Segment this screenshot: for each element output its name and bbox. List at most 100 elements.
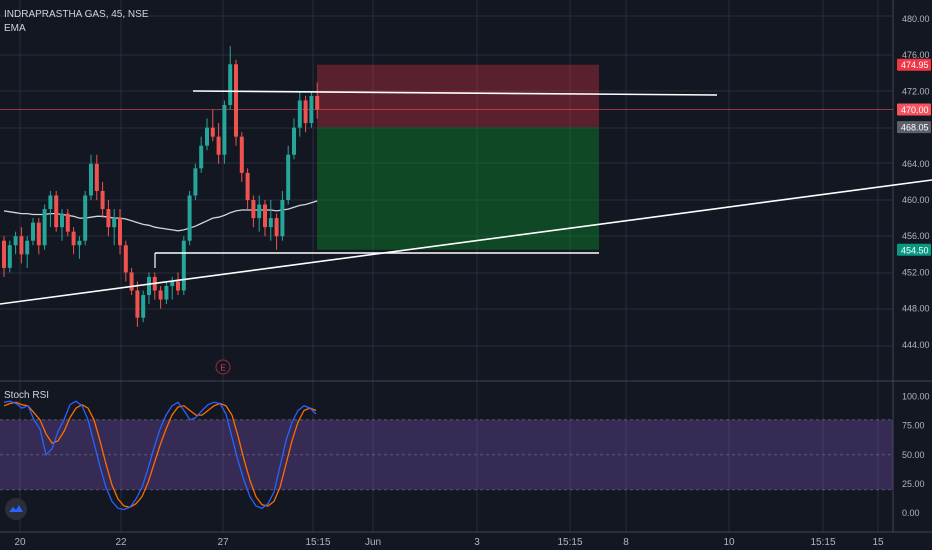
stoch-rsi-d-line bbox=[3, 401, 317, 508]
price-axis-label: 460.00 bbox=[902, 195, 930, 205]
time-axis-label: 3 bbox=[474, 537, 480, 548]
time-axis-label: 22 bbox=[115, 537, 127, 548]
candle-body bbox=[123, 245, 128, 273]
symbol-title[interactable]: INDRAPRASTHA GAS, 45, NSE bbox=[4, 9, 149, 20]
price-axis-label: 464.00 bbox=[902, 159, 930, 169]
candle-body bbox=[257, 204, 262, 219]
candle-body bbox=[164, 285, 169, 300]
rising-trendline bbox=[0, 179, 932, 305]
time-axis-label: 20 bbox=[14, 537, 26, 548]
price-tag: 454.50 bbox=[897, 243, 931, 256]
stoch-axis-label: 50.00 bbox=[902, 450, 925, 460]
price-axis-label: 472.00 bbox=[902, 86, 930, 96]
resistance-line bbox=[192, 90, 718, 96]
stoch-axis-label: 25.00 bbox=[902, 479, 925, 489]
candle-body bbox=[7, 245, 12, 268]
candle-body bbox=[48, 195, 53, 210]
price-tag: 470.00 bbox=[897, 103, 931, 116]
candle-body bbox=[268, 218, 273, 228]
ema-indicator-label[interactable]: EMA bbox=[4, 23, 26, 34]
stoch-axis-label: 100.00 bbox=[902, 392, 930, 402]
price-axis-label: 452.00 bbox=[902, 267, 930, 277]
candle-body bbox=[286, 154, 291, 200]
price-tag: 468.05 bbox=[897, 121, 931, 134]
candle-body bbox=[187, 195, 192, 241]
candle-body bbox=[106, 209, 111, 228]
price-axis-label: 480.00 bbox=[902, 14, 930, 24]
candle-body bbox=[118, 218, 122, 246]
stop-loss-zone bbox=[317, 64, 599, 128]
candle-body bbox=[54, 195, 59, 228]
candle-body bbox=[193, 168, 198, 196]
price-axis-label: 444.00 bbox=[902, 340, 930, 350]
candle-body bbox=[251, 200, 256, 219]
candle-body bbox=[303, 100, 308, 124]
candle-body bbox=[65, 213, 70, 232]
earnings-marker: E bbox=[215, 359, 231, 375]
candle-body bbox=[216, 136, 221, 155]
candle-body bbox=[135, 290, 140, 318]
time-axis-label: 27 bbox=[217, 537, 229, 548]
stoch-rsi-label[interactable]: Stoch RSI bbox=[4, 390, 50, 401]
candle-body bbox=[309, 95, 314, 124]
candle-body bbox=[25, 240, 30, 255]
candle-body bbox=[89, 163, 93, 196]
candle-body bbox=[315, 95, 320, 110]
price-tag: 474.95 bbox=[897, 58, 931, 71]
time-axis-label: 8 bbox=[623, 537, 629, 548]
candle-body bbox=[94, 163, 99, 191]
candle-body bbox=[141, 295, 146, 318]
time-axis-label: 10 bbox=[723, 537, 735, 548]
candle-body bbox=[280, 200, 285, 237]
price-tag-text: 474.95 bbox=[901, 60, 929, 70]
candle-body bbox=[199, 145, 204, 169]
stoch-axis-label: 0.00 bbox=[902, 508, 920, 518]
price-tag-text: 470.00 bbox=[901, 105, 929, 115]
time-axis-label: 15 bbox=[872, 537, 884, 548]
price-tag-bg bbox=[897, 58, 931, 71]
price-axis-label: 476.00 bbox=[902, 50, 930, 60]
candle-body bbox=[19, 236, 24, 255]
price-axis-label: 448.00 bbox=[902, 304, 930, 314]
earnings-marker-circle bbox=[215, 359, 231, 375]
candle-body bbox=[13, 236, 18, 246]
target-zone bbox=[317, 127, 599, 250]
candle-body bbox=[205, 127, 209, 146]
price-tag-text: 468.05 bbox=[901, 123, 929, 133]
stoch-rsi-k-line bbox=[3, 400, 317, 511]
candle-body bbox=[228, 64, 233, 105]
candle-body bbox=[234, 64, 238, 137]
candle-body bbox=[60, 213, 64, 228]
candle-body bbox=[2, 240, 6, 268]
candle-body bbox=[129, 272, 134, 291]
candle-body bbox=[147, 276, 151, 296]
candle-body bbox=[245, 172, 250, 200]
candle-body bbox=[297, 100, 302, 128]
candle-body bbox=[210, 127, 215, 137]
candle-body bbox=[31, 222, 35, 241]
price-tag-bg bbox=[897, 103, 931, 116]
candle-body bbox=[274, 218, 279, 237]
candle-body bbox=[83, 195, 88, 241]
time-axis-label: Jun bbox=[365, 537, 381, 548]
time-axis-label: 15:15 bbox=[557, 537, 582, 548]
candle-body bbox=[36, 222, 41, 246]
candle-body bbox=[181, 240, 186, 291]
tradingview-logo-icon[interactable] bbox=[5, 498, 27, 520]
candle-body bbox=[77, 240, 82, 246]
time-axis-label: 15:15 bbox=[810, 537, 835, 548]
candle-body bbox=[263, 204, 267, 228]
price-tag-text: 454.50 bbox=[901, 245, 929, 255]
candle-body bbox=[222, 104, 227, 155]
price-tag-bg bbox=[897, 121, 931, 134]
candle-body bbox=[158, 290, 163, 300]
time-axis-label: 15:15 bbox=[305, 537, 330, 548]
earnings-marker-label: E bbox=[220, 364, 225, 373]
price-axis-label: 456.00 bbox=[902, 231, 930, 241]
price-tag-bg bbox=[897, 243, 931, 256]
candle-body bbox=[42, 209, 47, 246]
candle-body bbox=[170, 281, 175, 286]
candle-body bbox=[239, 136, 244, 173]
